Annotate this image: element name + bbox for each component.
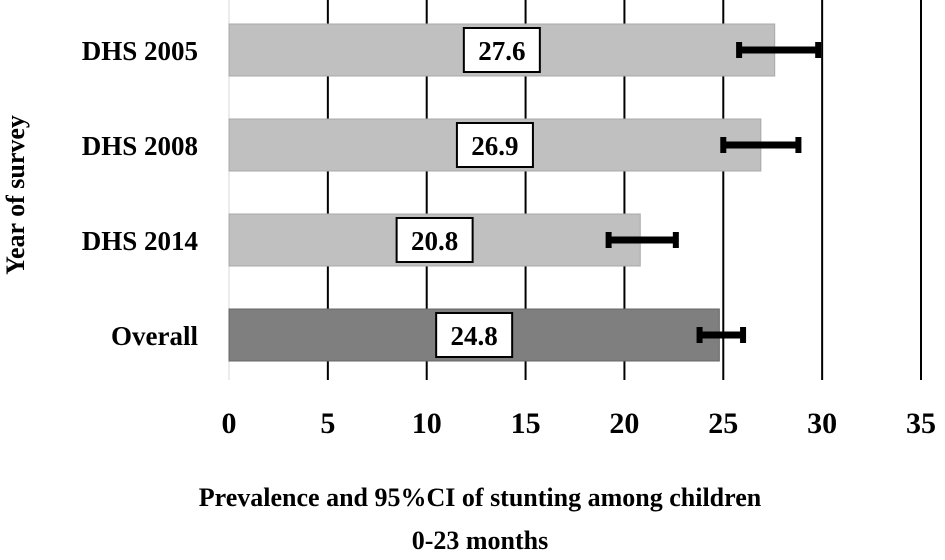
x-axis-title-line2: 0-23 months: [412, 526, 549, 555]
error-bars: [605, 42, 822, 343]
y-axis-title: Year of survey: [1, 115, 30, 275]
x-tick-label: 25: [708, 407, 738, 440]
bars: [228, 23, 776, 362]
x-tick-labels: 0 5 10 15 20 25 30 35: [222, 407, 937, 440]
x-tick-label: 30: [807, 407, 837, 440]
category-label: Overall: [111, 321, 198, 351]
data-label: 24.8: [451, 321, 498, 351]
category-labels: DHS 2005 DHS 2008 DHS 2014 Overall: [82, 36, 199, 351]
data-label: 27.6: [478, 36, 525, 66]
data-labels: 27.6 26.9 20.8 24.8: [395, 27, 541, 358]
x-tick-label: 5: [320, 407, 335, 440]
data-label: 20.8: [411, 226, 458, 256]
data-label-box: [455, 122, 534, 168]
x-tick-label: 0: [222, 407, 237, 440]
data-label-box: [435, 312, 514, 358]
data-label: 26.9: [471, 131, 518, 161]
data-label-box: [462, 27, 541, 73]
x-tick-label: 15: [511, 407, 541, 440]
data-label-box: [395, 217, 474, 263]
category-label: DHS 2008: [82, 131, 198, 161]
x-tick-label: 20: [609, 407, 639, 440]
category-label: DHS 2014: [82, 226, 198, 256]
x-tick-label: 35: [906, 407, 936, 440]
x-axis-title-line1: Prevalence and 95%CI of stunting among c…: [199, 483, 762, 512]
x-tick-label: 10: [412, 407, 442, 440]
category-label: DHS 2005: [82, 36, 198, 66]
